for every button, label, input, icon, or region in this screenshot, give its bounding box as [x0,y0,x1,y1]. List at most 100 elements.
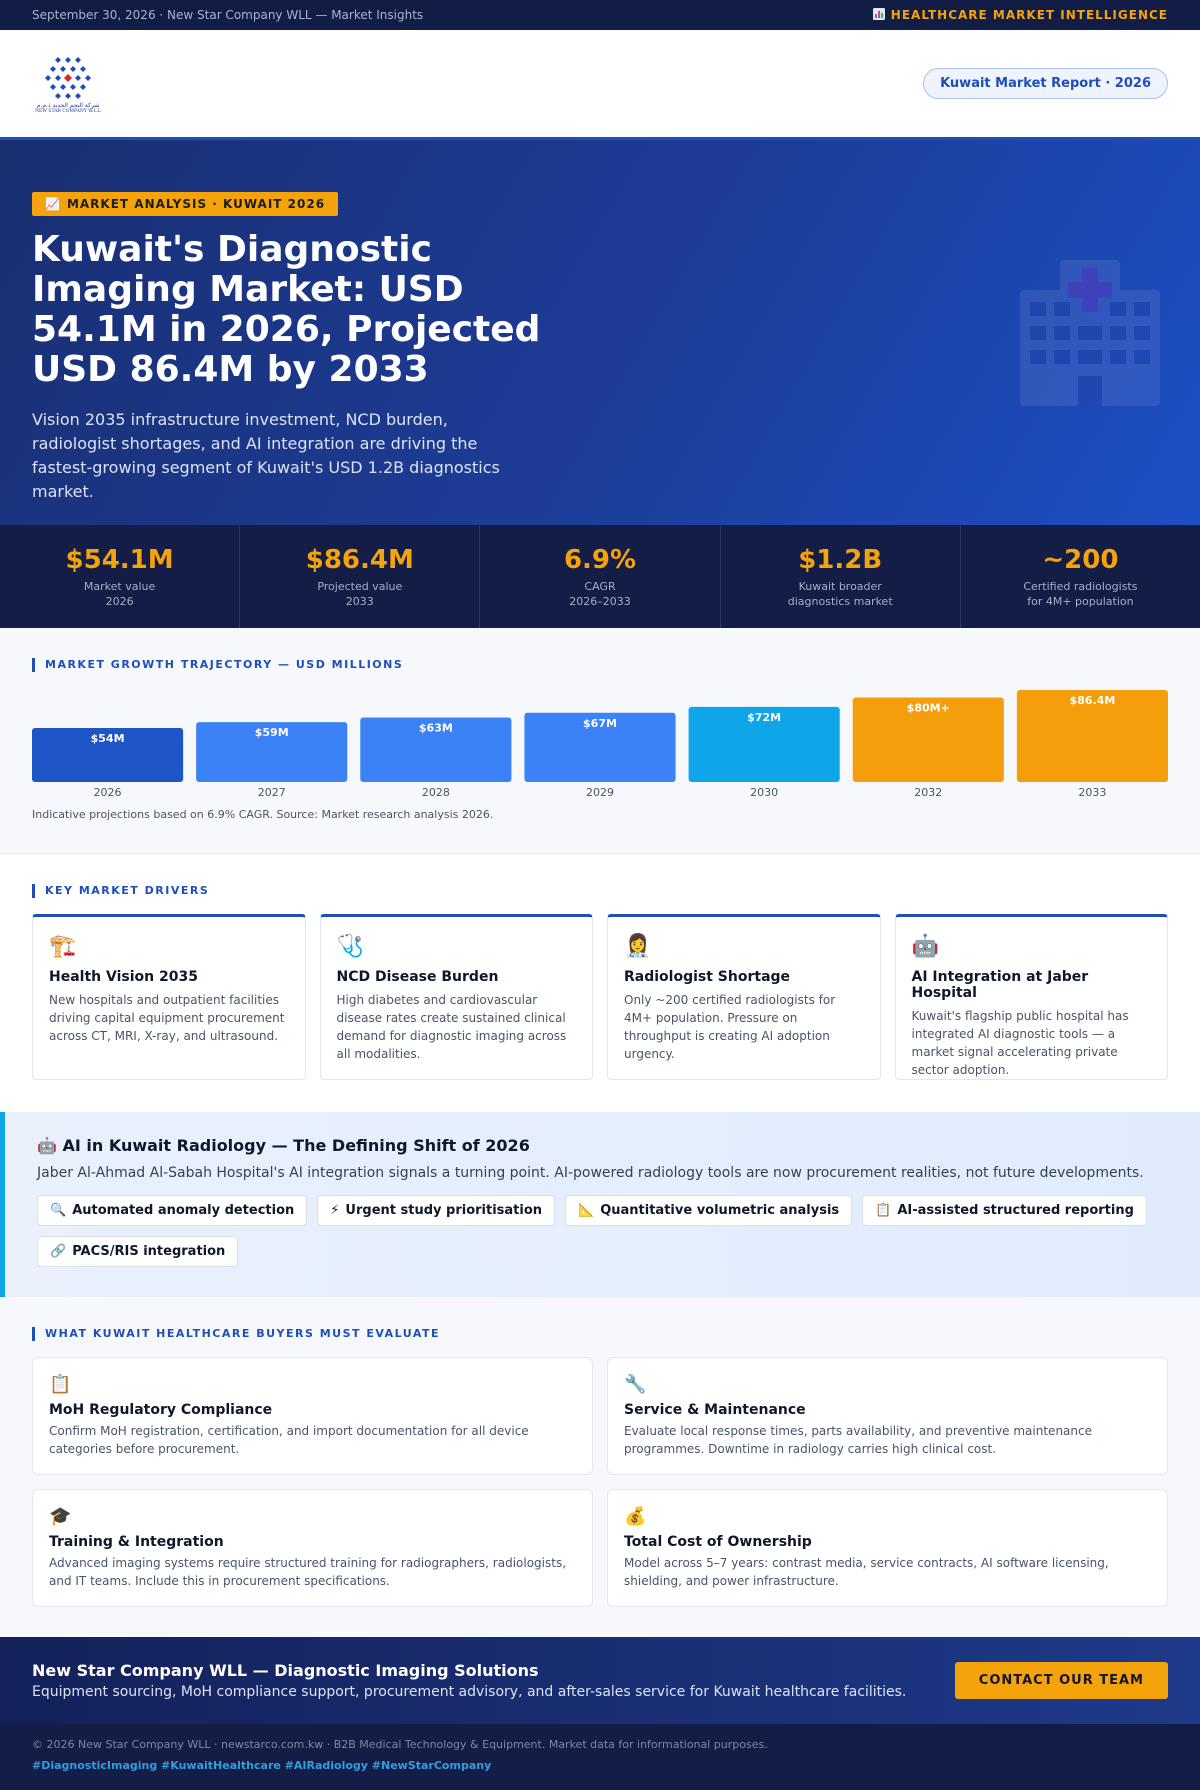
cta-banner: New Star Company WLL — Diagnostic Imagin… [0,1637,1200,1724]
stat-radiologists: ~200 Certified radiologists for 4M+ popu… [961,525,1200,628]
hero-title: Kuwait's Diagnostic Imaging Market: USD … [32,230,592,390]
hero-section: 📈 MARKET ANALYSIS · KUWAIT 2026 Kuwait's… [0,140,1200,525]
site-footer: © 2026 New Star Company WLL · newstarco.… [0,1724,1200,1790]
money-bag-icon: 💰 [624,1504,1151,1530]
ai-callout-subtitle: Jaber Al-Ahmad Al-Sabah Hospital's AI in… [37,1165,1168,1181]
evaluation-text: Model across 5–7 years: contrast media, … [624,1554,1151,1590]
growth-bar-chart: $54M 2026 $59M 2027 $63M 2028 $67M 2029 $72M 2030… [32,690,1168,800]
bar-value-label: $67M [583,717,617,730]
driver-text: Only ~200 certified radiologists for 4M+… [624,991,864,1063]
evaluate-section-title: WHAT KUWAIT HEALTHCARE BUYERS MUST EVALU… [32,1327,1168,1341]
x-tick-label: 2028 [422,786,450,799]
evaluation-card: 🔧 Service & Maintenance Evaluate local r… [607,1357,1168,1475]
growth-chart-svg: $54M 2026 $59M 2027 $63M 2028 $67M 2029 $72M 2030… [32,690,1168,800]
evaluation-text: Confirm MoH registration, certification,… [49,1422,576,1458]
hero-subtitle: Vision 2035 infrastructure investment, N… [32,408,522,504]
contact-our-team-button[interactable]: CONTACT OUR TEAM [955,1662,1168,1699]
ai-capability-chip: 📋 AI-assisted structured reporting [862,1195,1147,1226]
logo-star-grid-icon [44,54,92,100]
ai-capability-chip: 🔍 Automated anomaly detection [37,1195,307,1226]
chip-label: Automated anomaly detection [72,1203,294,1218]
cta-title: New Star Company WLL — Diagnostic Imagin… [32,1661,906,1680]
clipboard-icon: 📋 [875,1203,891,1218]
bar-value-label: $72M [747,711,781,724]
ai-radiology-callout: 🤖 AI in Kuwait Radiology — The Defining … [0,1112,1200,1297]
chart-section-title: MARKET GROWTH TRAJECTORY — USD MILLIONS [32,658,1168,672]
buyer-evaluation-section: WHAT KUWAIT HEALTHCARE BUYERS MUST EVALU… [0,1297,1200,1637]
chip-label: AI-assisted structured reporting [897,1203,1134,1218]
chart-icon [873,8,885,23]
driver-card: 👩‍⚕️ Radiologist Shortage Only ~200 cert… [607,914,881,1080]
chart-footnote: Indicative projections based on 6.9% CAG… [32,808,1168,821]
construction-crane-icon: 🏗️ [49,933,289,961]
hero-tag-text: MARKET ANALYSIS · KUWAIT 2026 [67,197,325,211]
bar-value-label: $54M [91,732,125,745]
evaluation-card: 💰 Total Cost of Ownership Model across 5… [607,1489,1168,1607]
driver-card: 🩺 NCD Disease Burden High diabetes and c… [320,914,594,1080]
evaluation-title: Service & Maintenance [624,1402,1151,1418]
link-icon: 🔗 [50,1244,66,1259]
health-worker-icon: 👩‍⚕️ [624,933,864,961]
x-tick-label: 2032 [914,786,942,799]
graduation-cap-icon: 🎓 [49,1504,576,1530]
driver-card: 🏗️ Health Vision 2035 New hospitals and … [32,914,306,1080]
logo-arabic-text: شركة النجم الجديد ذ.م.م [37,102,100,109]
hero-tag: 📈 MARKET ANALYSIS · KUWAIT 2026 [32,192,338,216]
chip-label: Urgent study prioritisation [345,1203,542,1218]
driver-text: High diabetes and cardiovascular disease… [337,991,577,1063]
ai-capability-chip: 📐 Quantitative volumetric analysis [565,1195,852,1226]
stat-value: 6.9% [564,545,636,575]
chip-label: PACS/RIS integration [72,1244,225,1259]
driver-title: Health Vision 2035 [49,969,289,985]
hospital-icon [1020,260,1160,410]
bar-value-label: $80M+ [907,702,950,715]
wrench-icon: 🔧 [624,1372,1151,1398]
evaluation-title: MoH Regulatory Compliance [49,1402,576,1418]
x-tick-label: 2026 [94,786,122,799]
stat-label: CAGR 2026–2033 [569,579,631,609]
x-tick-label: 2029 [586,786,614,799]
stat-projected-value: $86.4M Projected value 2033 [240,525,480,628]
clipboard-icon: 📋 [49,1372,576,1398]
bar-value-label: $59M [255,726,289,739]
stat-value: $86.4M [306,545,414,575]
market-intelligence-text: HEALTHCARE MARKET INTELLIGENCE [891,8,1168,22]
drivers-grid: 🏗️ Health Vision 2035 New hospitals and … [32,914,1168,1080]
bar-value-label: $86.4M [1070,694,1116,707]
evaluation-title: Total Cost of Ownership [624,1534,1151,1550]
company-logo[interactable]: شركة النجم الجديد ذ.م.م NEW STAR COMPANY… [32,48,104,120]
footer-hashtags[interactable]: #DiagnosticImaging #KuwaitHealthcare #AI… [32,1759,1168,1772]
key-stats-bar: $54.1M Market value 2026 $86.4M Projecte… [0,525,1200,628]
stat-value: $1.2B [798,545,882,575]
stat-market-value: $54.1M Market value 2026 [0,525,240,628]
stat-diagnostics-market: $1.2B Kuwait broader diagnostics market [721,525,961,628]
report-badge: Kuwait Market Report · 2026 [923,68,1168,99]
evaluation-grid: 📋 MoH Regulatory Compliance Confirm MoH … [32,1357,1168,1607]
bar-value-label: $63M [419,721,453,734]
x-tick-label: 2033 [1078,786,1106,799]
driver-text: New hospitals and outpatient facilities … [49,991,289,1045]
triangular-ruler-icon: 📐 [578,1203,594,1218]
trend-up-icon: 📈 [45,197,61,211]
chip-label: Quantitative volumetric analysis [600,1203,839,1218]
market-growth-section: MARKET GROWTH TRAJECTORY — USD MILLIONS … [0,628,1200,854]
lightning-icon: ⚡ [330,1203,339,1218]
ai-capabilities-list: 🔍 Automated anomaly detection ⚡ Urgent s… [37,1195,1168,1267]
x-tick-label: 2027 [258,786,286,799]
evaluation-card: 📋 MoH Regulatory Compliance Confirm MoH … [32,1357,593,1475]
site-header: شركة النجم الجديد ذ.م.م NEW STAR COMPANY… [0,30,1200,140]
stat-label: Projected value 2033 [317,579,402,609]
stat-cagr: 6.9% CAGR 2026–2033 [480,525,720,628]
driver-title: AI Integration at Jaber Hospital [912,969,1152,1001]
stat-label: Market value 2026 [84,579,155,609]
driver-card: 🤖 AI Integration at Jaber Hospital Kuwai… [895,914,1169,1080]
drivers-section-title: KEY MARKET DRIVERS [32,884,1168,898]
x-tick-label: 2030 [750,786,778,799]
ai-capability-chip: ⚡ Urgent study prioritisation [317,1195,555,1226]
evaluation-text: Evaluate local response times, parts ava… [624,1422,1151,1458]
ai-callout-title: 🤖 AI in Kuwait Radiology — The Defining … [37,1136,1168,1155]
stat-value: $54.1M [66,545,174,575]
stat-value: ~200 [1042,545,1118,575]
driver-title: NCD Disease Burden [337,969,577,985]
driver-title: Radiologist Shortage [624,969,864,985]
